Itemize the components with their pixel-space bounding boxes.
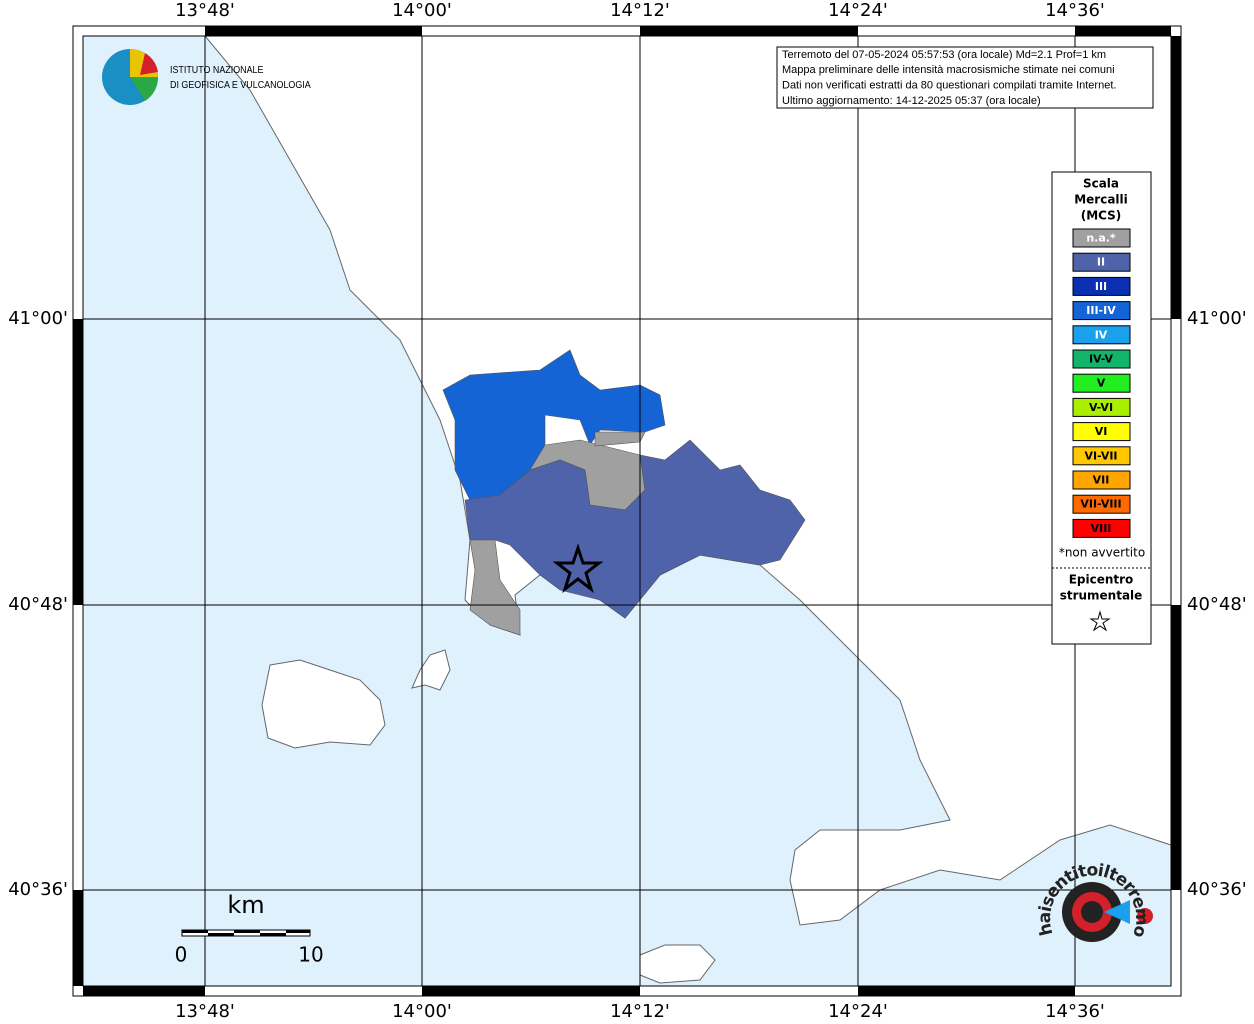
legend-label: III — [1095, 280, 1107, 293]
info-box — [776, 46, 1154, 109]
legend-swatch — [1072, 422, 1131, 442]
info-line: Dati non verificati estratti da 80 quest… — [782, 80, 1116, 92]
legend-star — [1089, 610, 1111, 632]
frame — [72, 25, 1182, 997]
legend-swatch — [1072, 494, 1131, 514]
legend-label: VII — [1093, 474, 1110, 487]
latitude-label: 40°36' — [8, 879, 68, 900]
legend-label: V — [1097, 377, 1106, 390]
legend-epicentre: Epicentro — [1069, 573, 1134, 587]
brand-logo — [1062, 882, 1153, 942]
epicentre-star — [552, 543, 604, 594]
legend-label: VI-VII — [1084, 449, 1117, 462]
legend-swatch — [1072, 276, 1131, 296]
legend-label: VII-VIII — [1080, 498, 1121, 511]
legend-label: II — [1097, 256, 1105, 269]
legend-swatch — [1072, 470, 1131, 490]
legend-swatch — [1072, 325, 1131, 345]
longitude-label: 13°48' — [175, 1001, 235, 1022]
longitude-label: 14°24' — [828, 1001, 888, 1022]
legend-footnote: *non avvertito — [1059, 546, 1145, 560]
latitude-label: 40°36' — [1187, 879, 1247, 900]
region-na — [469, 539, 521, 636]
scale-unit: km — [227, 891, 264, 919]
info-line: Terremoto del 07-05-2024 05:57:53 (ora l… — [782, 49, 1106, 61]
logo-text: ISTITUTO NAZIONALE — [170, 64, 264, 76]
legend-swatch — [1072, 252, 1131, 272]
longitude-label: 14°36' — [1045, 0, 1105, 21]
ingv-logo — [102, 49, 159, 105]
longitude-label: 14°36' — [1045, 1001, 1105, 1022]
legend-swatch — [1072, 446, 1131, 466]
longitude-label: 14°00' — [392, 0, 452, 21]
island-capri — [639, 944, 716, 984]
latitude-label: 40°48' — [8, 594, 68, 615]
latitude-label: 41°00' — [1187, 308, 1247, 329]
legend-label: VIII — [1091, 522, 1112, 535]
legend-epicentre: strumentale — [1060, 589, 1143, 603]
legend-label: III-IV — [1086, 304, 1116, 317]
longitude-label: 14°24' — [828, 0, 888, 21]
region-ii — [464, 439, 806, 619]
legend-swatch — [1072, 228, 1131, 248]
legend-swatch — [1072, 397, 1131, 417]
legend-swatch — [1072, 301, 1131, 321]
legend-label: IV-V — [1089, 353, 1114, 366]
legend-label: n.a.* — [1086, 232, 1116, 245]
scale-tick: 10 — [298, 943, 323, 967]
legend-label: IV — [1095, 328, 1108, 341]
scale-bar — [181, 929, 311, 937]
longitude-label: 14°00' — [392, 1001, 452, 1022]
island-ischia — [261, 659, 386, 749]
legend-label: VI — [1095, 425, 1108, 438]
latitude-label: 40°48' — [1187, 594, 1247, 615]
logo-text: DI GEOFISICA E VULCANOLOGIA — [170, 79, 311, 91]
legend-title: Mercalli — [1074, 193, 1128, 207]
info-line: Ultimo aggiornamento: 14-12-2025 05:37 (… — [782, 95, 1041, 107]
longitude-label: 13°48' — [175, 0, 235, 21]
info-line: Mappa preliminare delle intensità macros… — [782, 64, 1115, 76]
legend-title: Scala — [1083, 177, 1119, 191]
legend-swatch — [1072, 373, 1131, 393]
legend-title: (MCS) — [1081, 209, 1122, 223]
legend-swatch — [1072, 518, 1131, 538]
legend-label: V-VI — [1089, 401, 1113, 414]
legend-swatch — [1072, 349, 1131, 369]
longitude-label: 14°12' — [610, 0, 670, 21]
longitude-label: 14°12' — [610, 1001, 670, 1022]
latitude-label: 41°00' — [8, 308, 68, 329]
scale-tick: 0 — [175, 943, 188, 967]
